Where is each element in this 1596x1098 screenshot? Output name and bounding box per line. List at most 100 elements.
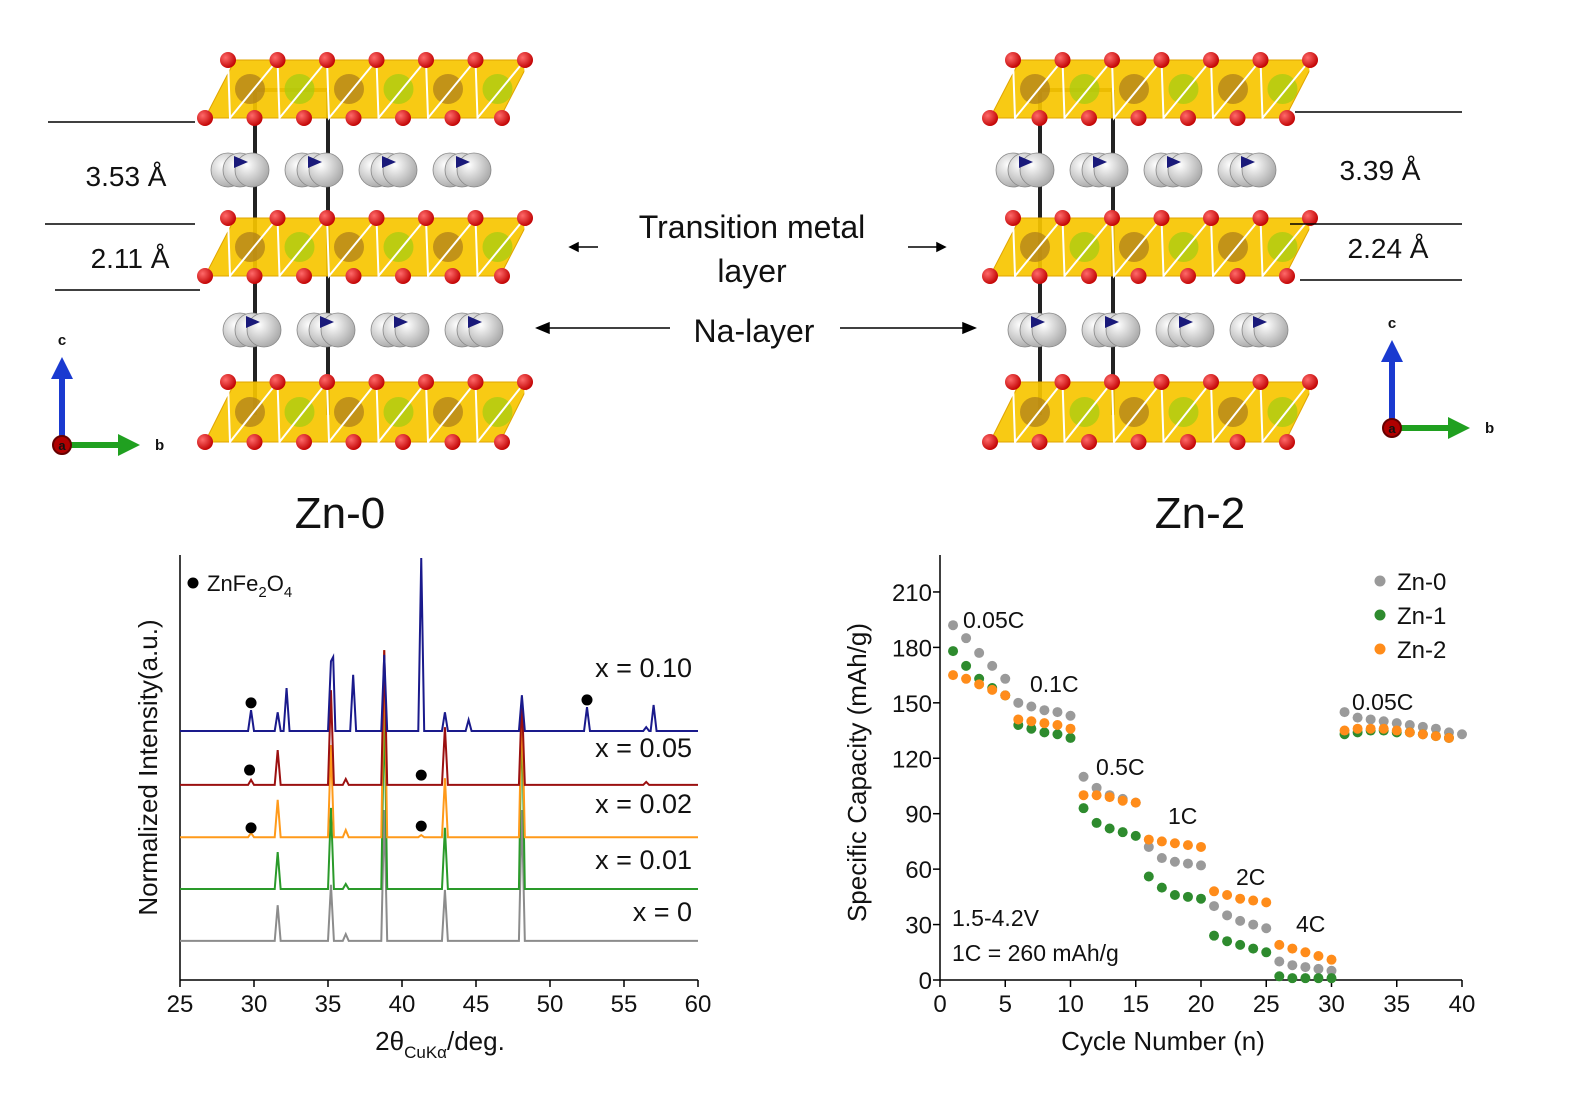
legend-marker	[1374, 609, 1386, 621]
oxygen-atom	[1203, 52, 1219, 68]
oxygen-atom	[220, 374, 236, 390]
tm-atom	[1069, 232, 1100, 262]
na-atom	[382, 152, 418, 188]
na-site	[1179, 316, 1193, 328]
series-label: x = 0.10	[595, 653, 692, 683]
na-site	[320, 316, 334, 328]
data-point	[1222, 910, 1233, 921]
data-point	[1130, 830, 1141, 841]
oxygen-atom	[345, 110, 362, 126]
data-point	[1274, 939, 1285, 950]
annotation: 4C	[1296, 911, 1325, 937]
data-point	[1287, 973, 1298, 984]
na-site	[1105, 316, 1119, 328]
data-point	[1143, 834, 1154, 845]
data-point	[987, 684, 998, 695]
x-axis-title-text: 2θ	[375, 1026, 404, 1056]
data-point	[1091, 790, 1102, 801]
data-point	[1261, 947, 1272, 958]
legend-dot	[187, 577, 199, 589]
tm-atom	[1168, 74, 1199, 104]
oxygen-atom	[319, 210, 335, 226]
data-point	[948, 670, 959, 681]
annotation: 0.5C	[1096, 754, 1145, 780]
data-point	[1430, 731, 1441, 742]
oxygen-atom	[1302, 52, 1318, 68]
y-tick-label: 0	[919, 968, 932, 995]
data-point	[1209, 886, 1220, 897]
axis-letter: c	[1388, 315, 1396, 332]
oxygen-atom	[494, 268, 510, 284]
tm-atom	[284, 232, 315, 262]
tm-atom	[1020, 74, 1050, 104]
data-point	[1261, 897, 1272, 908]
legend-label: Zn-0	[1397, 569, 1446, 596]
data-point	[1065, 723, 1076, 734]
axis-arrow-head	[51, 357, 73, 379]
axis-letter: a	[58, 438, 66, 453]
x-tick-label: 50	[537, 991, 564, 1018]
na-atom	[1093, 152, 1129, 188]
data-point	[1039, 705, 1050, 716]
data-point	[1078, 771, 1089, 782]
data-point	[1365, 714, 1376, 725]
x-tick-label: 20	[1188, 991, 1215, 1018]
na-atom	[1167, 152, 1203, 188]
oxygen-atom	[1081, 434, 1097, 450]
tm-atom	[1020, 397, 1050, 427]
annotation: 0.05C	[1352, 689, 1413, 715]
oxygen-atom	[494, 434, 510, 450]
tm-layer-label: Transition metal	[639, 209, 865, 245]
data-point	[1156, 882, 1167, 893]
oxygen-atom	[319, 52, 335, 68]
data-point	[1052, 707, 1063, 718]
pattern-line	[180, 557, 698, 732]
annotation: 0.05C	[963, 607, 1024, 633]
distance-label: 3.39 Å	[1340, 155, 1421, 186]
na-atom	[1253, 312, 1289, 348]
data-point	[1117, 795, 1128, 806]
oxygen-atom	[1104, 52, 1120, 68]
series-label: x = 0.02	[595, 789, 692, 819]
bond	[1012, 215, 1313, 279]
data-point	[1443, 732, 1454, 743]
data-point	[1143, 841, 1154, 852]
oxygen-atom	[1279, 268, 1295, 284]
data-point	[1182, 840, 1193, 851]
legend-text: ZnFe	[207, 571, 258, 596]
oxygen-atom	[1104, 210, 1120, 226]
oxygen-atom	[1031, 434, 1048, 450]
x-tick-label: 5	[999, 991, 1012, 1018]
data-point	[948, 620, 959, 631]
data-point	[1026, 701, 1037, 712]
x-axis-title-text: /deg.	[447, 1026, 505, 1056]
data-point	[1104, 823, 1115, 834]
data-point	[1339, 725, 1350, 736]
oxygen-atom	[197, 110, 213, 126]
data-point	[1065, 710, 1076, 721]
tm-atom	[1069, 74, 1100, 104]
oxygen-atom	[395, 110, 411, 126]
oxygen-atom	[220, 52, 236, 68]
data-point	[974, 679, 985, 690]
na-atom	[234, 152, 270, 188]
na-atom	[456, 152, 492, 188]
structure-title: Zn-0	[295, 489, 385, 538]
na-atom	[1179, 312, 1215, 348]
data-point	[1300, 962, 1311, 973]
tm-atom	[1119, 74, 1149, 104]
data-point	[1274, 956, 1285, 967]
oxygen-atom	[368, 210, 385, 226]
oxygen-atom	[982, 268, 998, 284]
distance-label: 3.53 Å	[86, 161, 167, 192]
data-point	[1039, 718, 1050, 729]
oxygen-atom	[1279, 110, 1295, 126]
oxygen-atom	[982, 110, 998, 126]
data-point	[1391, 718, 1402, 729]
impurity-marker	[415, 769, 427, 781]
oxygen-atom	[418, 210, 434, 226]
y-axis-title: Normalized Intensity(a.u.)	[133, 619, 163, 915]
data-point	[1156, 836, 1167, 847]
structure-title: Zn-2	[1155, 489, 1245, 538]
oxygen-atom	[296, 268, 312, 284]
